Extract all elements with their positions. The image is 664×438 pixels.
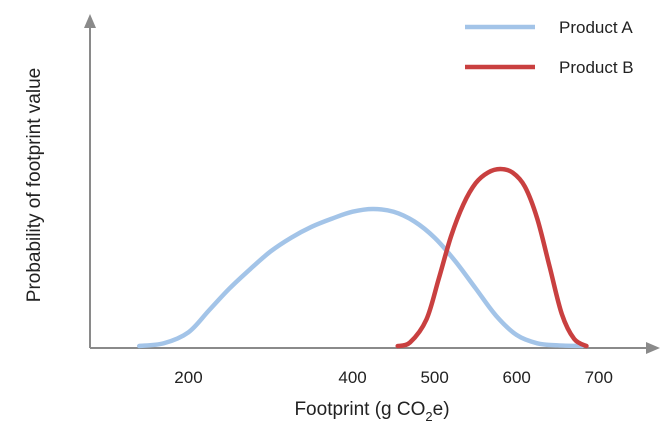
- x-axis-arrow-icon: [646, 342, 660, 354]
- x-tick-label-200: 200: [174, 368, 202, 387]
- legend-label-product-a: Product A: [559, 18, 633, 37]
- series-line-product-b: [395, 166, 589, 349]
- x-tick-label-400: 400: [338, 368, 366, 387]
- x-axis-title-subscript: 2: [425, 409, 432, 424]
- series-layer: [136, 166, 589, 349]
- y-axis-title: Probability of footprint value: [24, 68, 45, 302]
- y-axis-arrow-icon: [84, 14, 96, 28]
- legend-label-product-b: Product B: [559, 58, 634, 77]
- x-tick-label-600: 600: [503, 368, 531, 387]
- x-axis-title-suffix: e): [433, 399, 450, 420]
- x-axis-title: Footprint (g CO2e): [294, 399, 449, 424]
- x-tick-label-500: 500: [420, 368, 448, 387]
- series-line-product-a: [136, 206, 585, 349]
- x-axis-title-main: Footprint (g CO: [294, 399, 425, 420]
- x-tick-labels: 200 400 500 600 700: [174, 368, 613, 387]
- x-tick-label-700: 700: [585, 368, 613, 387]
- legend: Product A Product B: [465, 18, 634, 77]
